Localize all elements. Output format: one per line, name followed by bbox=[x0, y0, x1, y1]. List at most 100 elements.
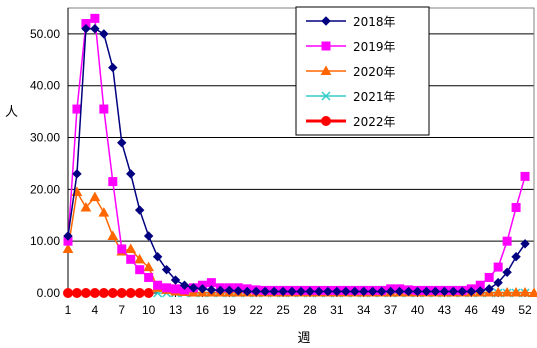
data-point bbox=[63, 288, 73, 298]
legend-label: 2020年 bbox=[353, 65, 396, 79]
data-point bbox=[224, 285, 235, 296]
x-tick-label: 1 bbox=[65, 303, 72, 317]
data-point bbox=[492, 286, 504, 297]
data-point bbox=[242, 286, 252, 297]
x-tick-label: 25 bbox=[276, 303, 290, 317]
data-point bbox=[179, 280, 190, 290]
data-point bbox=[99, 29, 109, 39]
data-point bbox=[188, 283, 199, 293]
data-point bbox=[519, 286, 531, 297]
data-point bbox=[144, 272, 154, 282]
data-point bbox=[502, 267, 512, 277]
data-point bbox=[520, 239, 530, 249]
x-tick-labels: 1 4 7 10 13 16 19 22 25 28 31 34 37 40 43 46 49 52 bbox=[65, 293, 532, 317]
data-point bbox=[359, 286, 369, 297]
data-point bbox=[116, 288, 127, 298]
data-point bbox=[502, 236, 512, 246]
x-tick-label: 13 bbox=[169, 303, 183, 317]
data-point bbox=[260, 286, 270, 297]
data-point bbox=[134, 288, 145, 298]
data-point bbox=[98, 207, 110, 217]
x-axis-label: 週 bbox=[297, 331, 310, 346]
x-tick-label: 31 bbox=[330, 303, 344, 317]
data-point bbox=[108, 177, 118, 187]
data-point bbox=[367, 286, 378, 297]
data-point bbox=[63, 231, 73, 241]
legend-marker bbox=[321, 91, 331, 101]
y-tick-label: 20.00 bbox=[30, 182, 60, 196]
legend-item: 2021年 bbox=[306, 90, 396, 104]
legend-item: 2022年 bbox=[306, 115, 396, 129]
legend-item: 2020年 bbox=[306, 65, 396, 79]
series-line bbox=[67, 189, 535, 294]
legend-item: 2019年 bbox=[306, 40, 396, 54]
data-point bbox=[108, 62, 118, 73]
data-point bbox=[126, 169, 136, 179]
data-point bbox=[71, 288, 82, 298]
data-point bbox=[385, 286, 396, 297]
data-point bbox=[117, 138, 127, 148]
data-point bbox=[197, 284, 208, 294]
data-point bbox=[296, 286, 306, 297]
data-point bbox=[341, 286, 351, 297]
x-tick-label: 4 bbox=[92, 303, 99, 317]
data-point bbox=[305, 286, 315, 297]
data-point bbox=[251, 286, 261, 297]
series-2020年 bbox=[62, 186, 537, 297]
data-point bbox=[510, 286, 522, 297]
data-point bbox=[493, 277, 503, 288]
data-point bbox=[134, 205, 145, 215]
x-tick-label: 52 bbox=[518, 303, 532, 317]
data-point bbox=[493, 262, 503, 272]
data-point bbox=[394, 286, 405, 297]
data-point bbox=[466, 286, 476, 297]
data-point bbox=[89, 191, 101, 202]
data-point bbox=[421, 286, 432, 297]
x-tick-label: 34 bbox=[357, 303, 371, 317]
data-point bbox=[278, 286, 288, 297]
data-point bbox=[62, 243, 74, 253]
x-tick-label: 10 bbox=[142, 303, 156, 317]
data-point bbox=[99, 104, 109, 114]
data-point bbox=[162, 283, 172, 293]
data-point bbox=[233, 286, 243, 296]
data-point bbox=[511, 203, 521, 212]
data-point bbox=[90, 24, 100, 34]
data-point bbox=[170, 275, 181, 285]
data-point bbox=[81, 24, 91, 34]
data-point bbox=[143, 261, 155, 272]
legend-item: 2018年 bbox=[306, 15, 396, 29]
data-point bbox=[412, 286, 423, 297]
data-point bbox=[350, 286, 360, 297]
data-point bbox=[323, 286, 333, 297]
data-point bbox=[475, 286, 485, 296]
data-point bbox=[520, 171, 530, 181]
series-2022年 bbox=[63, 288, 154, 298]
series-layer bbox=[62, 13, 537, 298]
legend: 2018年 2019年 2020年 2021年 2022年 bbox=[295, 6, 430, 136]
data-point bbox=[484, 284, 494, 294]
data-point bbox=[80, 288, 91, 298]
legend-marker bbox=[321, 41, 331, 51]
legend-marker bbox=[320, 65, 332, 75]
data-point bbox=[135, 265, 145, 275]
data-point bbox=[72, 169, 82, 179]
x-tick-label: 28 bbox=[303, 303, 317, 317]
legend-marker bbox=[321, 16, 331, 26]
data-point bbox=[206, 285, 217, 295]
data-point bbox=[314, 286, 324, 297]
data-point bbox=[152, 252, 163, 262]
legend-marker bbox=[321, 116, 331, 126]
data-point bbox=[511, 252, 521, 262]
legend-label: 2021年 bbox=[353, 90, 396, 104]
x-tick-label: 40 bbox=[411, 303, 425, 317]
x-tick-label: 7 bbox=[118, 303, 125, 317]
data-point bbox=[287, 286, 297, 297]
data-point bbox=[430, 286, 441, 297]
data-point bbox=[143, 288, 154, 298]
data-point bbox=[126, 254, 136, 264]
data-point bbox=[117, 244, 127, 254]
data-point bbox=[98, 288, 109, 298]
data-point bbox=[107, 230, 119, 240]
